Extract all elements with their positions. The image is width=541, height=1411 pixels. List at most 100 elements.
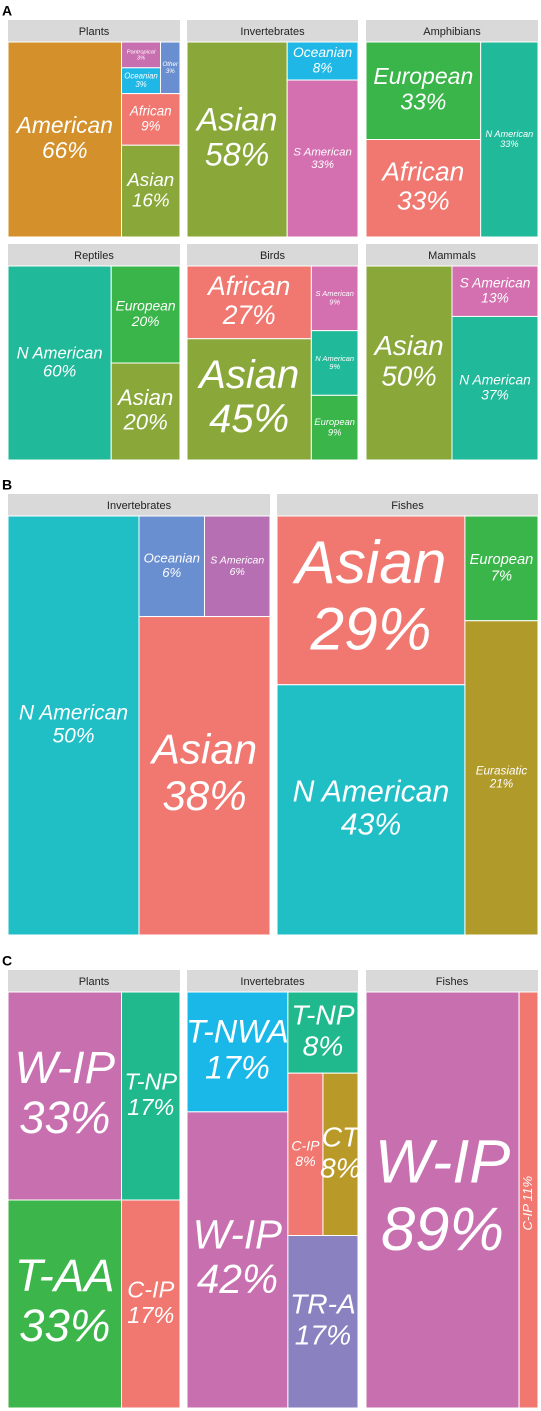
tile-value: 27% <box>222 300 276 330</box>
tile-value: 9% <box>328 427 342 437</box>
tile-name: Asian <box>126 169 174 190</box>
tile-name: American <box>15 112 113 138</box>
panel-title: Fishes <box>391 500 424 512</box>
tile <box>186 41 288 238</box>
panel-title: Plants <box>79 976 110 988</box>
tile-value: 8% <box>295 1153 315 1169</box>
panel-title: Invertebrates <box>240 976 305 988</box>
tile-value: 3% <box>135 80 146 89</box>
tile-name: Asian <box>195 101 278 137</box>
tile-value: 60% <box>43 361 76 380</box>
tile-value: 17% <box>127 1302 174 1328</box>
tile <box>121 93 181 146</box>
tile <box>365 265 453 461</box>
tile-name: N American <box>485 129 533 139</box>
tile <box>310 265 359 332</box>
tile-name: CT <box>322 1121 361 1152</box>
tile-name: Oceanian <box>124 71 158 80</box>
panel-title: Fishes <box>436 976 469 988</box>
tile-name: N American <box>19 701 128 724</box>
tile <box>121 991 181 1201</box>
tile-name: Asian <box>197 353 299 397</box>
tile <box>287 1235 359 1409</box>
tile-label: C-IP8% <box>291 1137 320 1168</box>
tile-name: European <box>314 417 355 427</box>
tile-name: W-IP <box>193 1211 282 1257</box>
tile-value: 20% <box>131 313 160 329</box>
panel-header <box>8 244 180 266</box>
tile-value: 33% <box>19 1300 110 1351</box>
tile-value: 33% <box>311 159 334 171</box>
tile-value: 8% <box>313 59 333 75</box>
panel-title: Invertebrates <box>107 500 172 512</box>
tile-value: 50% <box>52 725 94 748</box>
tile-name: W-IP <box>375 1127 511 1196</box>
panel-title: Invertebrates <box>240 26 305 38</box>
tile-name: C-IP <box>520 1204 535 1231</box>
tile <box>287 1072 324 1237</box>
panel-header <box>277 494 538 516</box>
tile-name: C-IP <box>127 1276 174 1302</box>
tile-name: S American <box>315 289 353 298</box>
tile-name: T-AA <box>15 1250 115 1301</box>
tile-name: Asian <box>116 385 173 410</box>
tile-label: TR-A17% <box>290 1289 356 1351</box>
tile-name: European <box>116 298 176 314</box>
panel-header <box>187 20 358 42</box>
panel-title: Plants <box>79 26 110 38</box>
tile-value: 43% <box>341 808 401 841</box>
tile-name: African <box>206 271 290 301</box>
tile-value: 17% <box>127 1094 174 1120</box>
tile <box>310 330 359 396</box>
tile <box>7 265 112 461</box>
tile-name: African <box>380 157 464 187</box>
tile-value: 3% <box>137 56 145 62</box>
tile <box>518 991 539 1409</box>
tile <box>464 620 539 936</box>
tile <box>7 515 140 936</box>
panel-header <box>8 20 180 42</box>
tile <box>365 41 482 140</box>
tile-name: W-IP <box>15 1042 116 1093</box>
tile-name: N American <box>293 775 450 808</box>
tile-name: S American <box>210 554 264 566</box>
tile <box>121 144 181 238</box>
tile-name: S American <box>293 146 351 158</box>
panel-title: Birds <box>260 250 286 262</box>
tile-value: 38% <box>162 772 246 819</box>
tile-value: 50% <box>381 361 436 392</box>
tile <box>286 79 359 238</box>
tile-value: 6% <box>162 565 181 580</box>
panel-title: Mammals <box>428 250 476 262</box>
panel-header <box>8 970 180 992</box>
tile <box>464 515 539 622</box>
tile <box>451 315 539 461</box>
tile-name: Oceanian <box>144 551 200 566</box>
tile-value: 7% <box>491 568 512 584</box>
tile-name: Oceanian <box>293 44 353 60</box>
tile-value: 58% <box>205 137 269 173</box>
tile-value: 37% <box>481 386 509 402</box>
